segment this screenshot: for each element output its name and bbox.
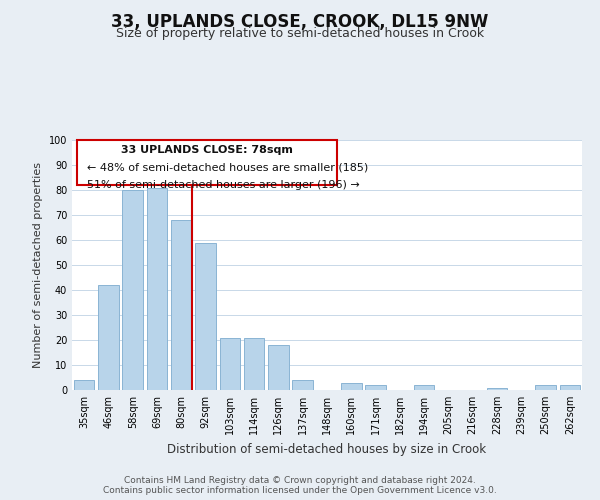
Bar [560, 385, 580, 390]
Text: 51% of semi-detached houses are larger (196) →: 51% of semi-detached houses are larger (… [88, 180, 360, 190]
Text: Contains public sector information licensed under the Open Government Licence v3: Contains public sector information licen… [103, 486, 497, 495]
Text: Contains HM Land Registry data © Crown copyright and database right 2024.: Contains HM Land Registry data © Crown c… [124, 476, 476, 485]
Bar [220, 338, 240, 390]
Bar [414, 385, 434, 390]
Text: ← 48% of semi-detached houses are smaller (185): ← 48% of semi-detached houses are smalle… [88, 162, 368, 172]
Text: 33 UPLANDS CLOSE: 78sqm: 33 UPLANDS CLOSE: 78sqm [121, 145, 293, 155]
Bar [244, 338, 265, 390]
Bar [292, 380, 313, 390]
Bar [195, 242, 216, 390]
Bar [74, 380, 94, 390]
Bar [535, 385, 556, 390]
Bar [365, 385, 386, 390]
Bar [268, 345, 289, 390]
Text: Size of property relative to semi-detached houses in Crook: Size of property relative to semi-detach… [116, 28, 484, 40]
Bar [341, 382, 362, 390]
Bar [171, 220, 191, 390]
Bar [487, 388, 508, 390]
Bar [146, 188, 167, 390]
X-axis label: Distribution of semi-detached houses by size in Crook: Distribution of semi-detached houses by … [167, 442, 487, 456]
FancyBboxPatch shape [77, 140, 337, 185]
Text: 33, UPLANDS CLOSE, CROOK, DL15 9NW: 33, UPLANDS CLOSE, CROOK, DL15 9NW [112, 12, 488, 30]
Bar [122, 190, 143, 390]
Y-axis label: Number of semi-detached properties: Number of semi-detached properties [33, 162, 43, 368]
Bar [98, 285, 119, 390]
